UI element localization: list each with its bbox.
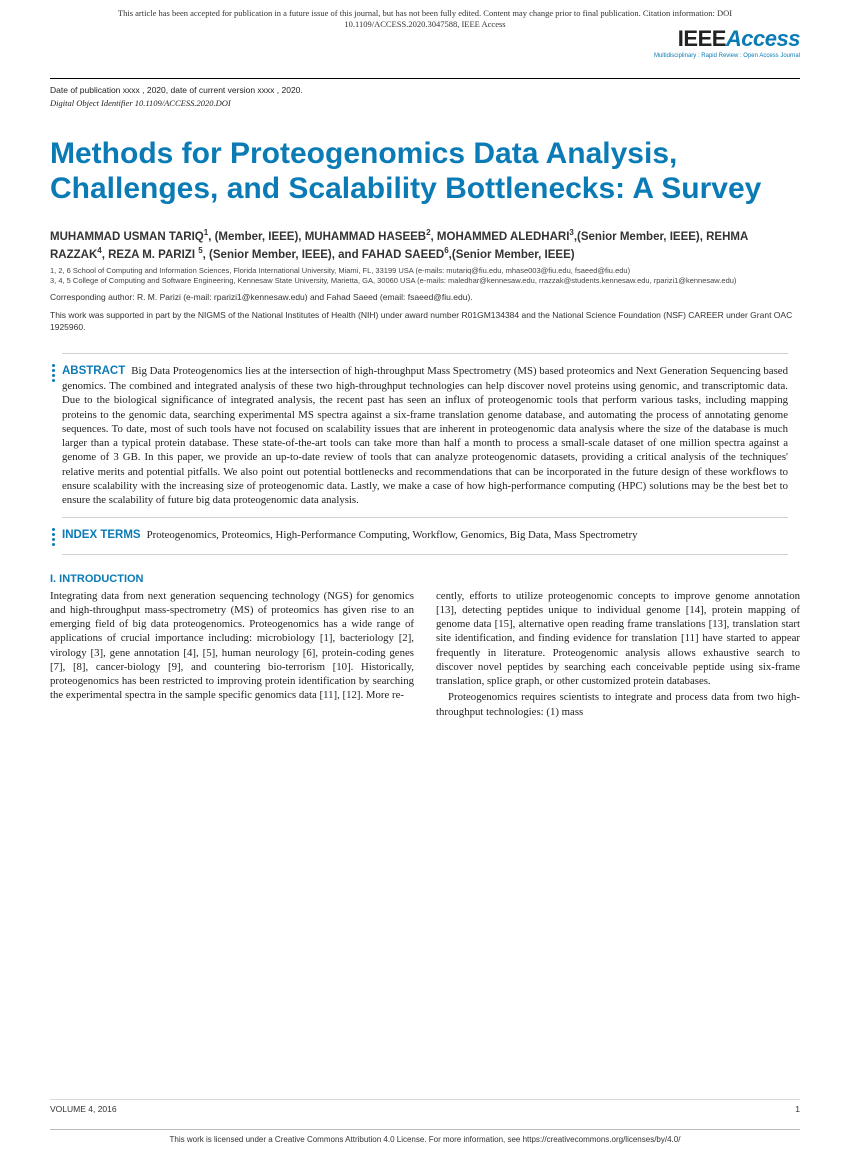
affiliation-2: 3, 4, 5 College of Computing and Softwar… [50,276,800,286]
introduction-heading: I. INTRODUCTION [50,573,850,585]
top-divider [50,78,800,79]
affiliations: 1, 2, 6 School of Computing and Informat… [50,266,800,286]
doi-line: Digital Object Identifier 10.1109/ACCESS… [50,98,800,108]
logo-ieee-text: IEEE [678,26,726,51]
ieee-access-logo: IEEEAccess Multidisciplinary : Rapid Rev… [654,26,800,59]
publication-date: Date of publication xxxx , 2020, date of… [50,85,800,95]
paper-title: Methods for Proteogenomics Data Analysis… [50,136,800,207]
affiliation-1: 1, 2, 6 School of Computing and Informat… [50,266,800,276]
abstract-box: ABSTRACTBig Data Proteogenomics lies at … [62,353,788,518]
footer: VOLUME 4, 2016 1 [50,1099,800,1114]
corresponding-author: Corresponding author: R. M. Parizi (e-ma… [50,292,800,302]
logo-access-text: Access [726,26,800,51]
intro-col1-text: Integrating data from next generation se… [50,589,414,703]
intro-col2-p2: Proteogenomics requires scientists to in… [436,690,800,719]
abstract-label: ABSTRACT [62,365,125,377]
logo-tagline: Multidisciplinary : Rapid Review : Open … [654,53,800,59]
abstract-text: Big Data Proteogenomics lies at the inte… [62,365,788,506]
license-note: This work is licensed under a Creative C… [50,1129,800,1144]
intro-col2-p1: cently, efforts to utilize proteogenomic… [436,589,800,689]
index-terms-box: INDEX TERMS Proteogenomics, Proteomics, H… [62,518,788,554]
funding-note: This work was supported in part by the N… [50,310,800,333]
column-left: Integrating data from next generation se… [50,589,414,719]
index-terms-label: INDEX TERMS [62,529,141,541]
footer-page-number: 1 [795,1104,800,1114]
index-terms-marker-icon [52,528,55,546]
abstract-marker-icon [52,364,55,382]
footer-volume: VOLUME 4, 2016 [50,1104,117,1114]
column-right: cently, efforts to utilize proteogenomic… [436,589,800,719]
authors-list: MUHAMMAD USMAN TARIQ1, (Member, IEEE), M… [50,227,800,264]
body-columns: Integrating data from next generation se… [50,589,800,719]
index-terms-text: Proteogenomics, Proteomics, High-Perform… [147,529,638,541]
